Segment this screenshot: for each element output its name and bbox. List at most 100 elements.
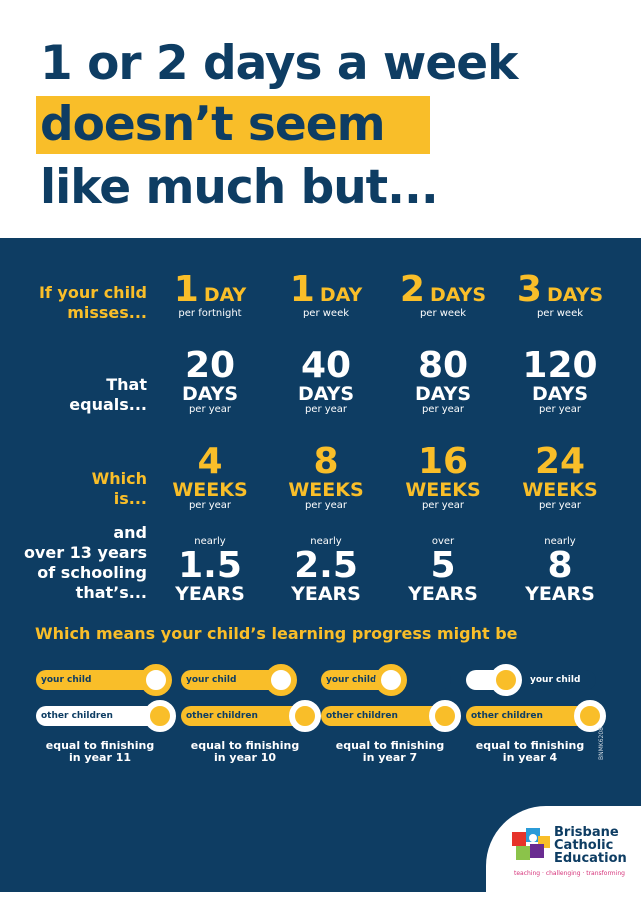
equals-label-line-2: equals...	[69, 395, 147, 414]
days-number: 80	[417, 345, 469, 386]
days-col-3: 80 DAYS per year	[383, 348, 503, 416]
caption-line-2: in year 7	[362, 751, 418, 764]
days-unit: DAYS	[414, 383, 472, 405]
other-children-label: other children	[326, 711, 398, 721]
weeks-unit: WEEKS	[288, 479, 364, 501]
weeks-number: 16	[417, 441, 469, 482]
equals-label-line-1: That	[106, 375, 147, 394]
days-number: 20	[184, 345, 236, 386]
headline-highlight	[36, 96, 430, 154]
misses-frequency: per week	[419, 308, 467, 319]
misses-number: 2	[399, 269, 425, 310]
your-child-bar: your child	[321, 670, 391, 690]
logo-line-3: Education	[554, 851, 627, 866]
years-number: 2.5	[294, 545, 358, 586]
caption-line-2: in year 10	[213, 751, 277, 764]
misses-unit: DAY	[203, 284, 247, 306]
over-label: and over 13 years of schooling that’s...	[24, 523, 147, 603]
days-per-year: per year	[421, 404, 465, 415]
misses-unit: DAYS	[547, 284, 604, 306]
misses-label: If your child misses...	[39, 283, 147, 323]
other-children-marker	[429, 700, 461, 732]
your-child-bar: your child	[181, 670, 281, 690]
info-panel	[0, 238, 641, 892]
weeks-number: 24	[534, 441, 586, 482]
weeks-col-3: 16 WEEKS per year	[383, 444, 503, 512]
weeks-number: 4	[197, 441, 223, 482]
days-number: 40	[300, 345, 352, 386]
weeks-number: 8	[313, 441, 339, 482]
weeks-col-2: 8 WEEKS per year	[266, 444, 386, 512]
years-unit: YEARS	[525, 583, 595, 605]
equals-label: That equals...	[69, 375, 147, 415]
weeks-per-year: per year	[304, 500, 348, 511]
weeks-unit: WEEKS	[522, 479, 598, 501]
your-child-label: your child	[186, 675, 237, 685]
caption-line-1: equal to finishing	[190, 739, 300, 752]
your-child-marker	[265, 664, 297, 696]
caption-line-1: equal to finishing	[45, 739, 155, 752]
your-child-marker	[490, 664, 522, 696]
misses-label-line-2: misses...	[67, 303, 147, 322]
document-code: BNMK6208	[598, 727, 605, 760]
other-children-label: other children	[41, 711, 113, 721]
weeks-col-1: 4 WEEKS per year	[150, 444, 270, 512]
days-unit: DAYS	[181, 383, 239, 405]
other-children-bar: other children	[466, 706, 596, 726]
progress-caption-3: equal to finishing in year 7	[320, 740, 460, 764]
days-per-year: per year	[304, 404, 348, 415]
headline-line-1: 1 or 2 days a week	[40, 36, 518, 91]
years-qualifier: nearly	[310, 536, 342, 547]
caption-line-1: equal to finishing	[475, 739, 585, 752]
progress-caption-1: equal to finishing in year 11	[30, 740, 170, 764]
progress-heading: Which means your child’s learning progre…	[35, 624, 518, 643]
your-child-label: your child	[41, 675, 92, 685]
years-number: 1.5	[178, 545, 242, 586]
years-unit: YEARS	[408, 583, 478, 605]
your-child-label: your child	[530, 675, 581, 685]
over-label-line-1: and	[113, 523, 147, 542]
your-child-bar: your child	[466, 670, 596, 690]
misses-frequency: per fortnight	[178, 308, 242, 319]
weeks-col-4: 24 WEEKS per year	[500, 444, 620, 512]
misses-col-4: 3 DAYS per week	[500, 272, 620, 320]
years-unit: YEARS	[175, 583, 245, 605]
over-label-line-2: over 13 years	[23, 543, 147, 562]
logo-panel: Brisbane Catholic Education teaching · c…	[486, 806, 641, 916]
days-col-1: 20 DAYS per year	[150, 348, 270, 416]
which-label-line-1: Which	[91, 469, 147, 488]
years-col-3: over 5 YEARS	[383, 536, 503, 604]
years-qualifier: over	[431, 536, 455, 547]
misses-frequency: per week	[536, 308, 584, 319]
over-label-line-4: that’s...	[75, 583, 147, 602]
weeks-per-year: per year	[421, 500, 465, 511]
caption-line-2: in year 11	[68, 751, 132, 764]
logo-text: Brisbane Catholic Education	[554, 826, 627, 865]
weeks-unit: WEEKS	[405, 479, 481, 501]
other-children-marker	[574, 700, 606, 732]
misses-unit: DAY	[319, 284, 363, 306]
years-col-1: nearly 1.5 YEARS	[150, 536, 270, 604]
logo-line-2: Catholic	[554, 838, 614, 853]
years-col-2: nearly 2.5 YEARS	[266, 536, 386, 604]
years-number: 5	[430, 545, 456, 586]
over-label-line-3: of schooling	[37, 563, 147, 582]
misses-number: 3	[516, 269, 542, 310]
weeks-unit: WEEKS	[172, 479, 248, 501]
progress-caption-2: equal to finishing in year 10	[175, 740, 315, 764]
other-children-marker	[289, 700, 321, 732]
misses-col-2: 1 DAY per week	[266, 272, 386, 320]
days-col-4: 120 DAYS per year	[500, 348, 620, 416]
years-unit: YEARS	[291, 583, 361, 605]
header-area: 1 or 2 days a week doesn’t seem like muc…	[0, 0, 641, 238]
your-child-marker	[140, 664, 172, 696]
other-children-bar: other children	[321, 706, 451, 726]
other-children-label: other children	[186, 711, 258, 721]
years-number: 8	[547, 545, 573, 586]
weeks-per-year: per year	[188, 500, 232, 511]
other-children-marker	[144, 700, 176, 732]
progress-caption-4: equal to finishing in year 4	[460, 740, 600, 764]
headline-line-3: like much but...	[40, 160, 439, 215]
years-col-4: nearly 8 YEARS	[500, 536, 620, 604]
progress-group-1: your child other children	[36, 662, 176, 742]
